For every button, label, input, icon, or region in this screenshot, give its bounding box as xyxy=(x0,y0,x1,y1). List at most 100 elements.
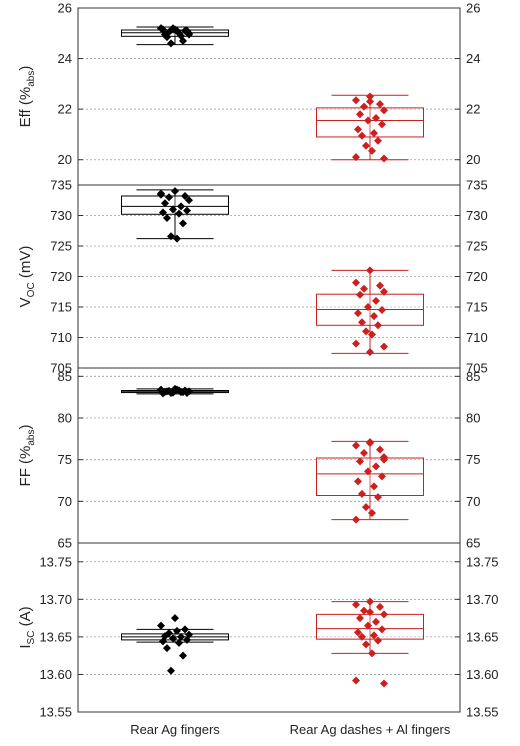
data-point xyxy=(376,445,384,454)
data-point xyxy=(378,306,386,315)
panel-1: 20 20 22 22 24 24 26 26 Eff (%abs) xyxy=(17,1,480,186)
data-point xyxy=(185,196,193,205)
y-tick-label-right: 13.70 xyxy=(466,592,499,607)
y-tick-label-right: 22 xyxy=(466,102,480,117)
data-point xyxy=(352,96,360,105)
data-point xyxy=(183,635,191,644)
box-iqr xyxy=(316,457,424,496)
data-point xyxy=(362,141,370,150)
data-point xyxy=(157,621,165,630)
data-point xyxy=(171,187,179,196)
y-axis-title-sub: abs xyxy=(26,430,37,446)
data-point xyxy=(358,489,366,498)
box-group-2 xyxy=(316,92,424,163)
y-tick-label-left: 13.65 xyxy=(39,629,72,644)
data-point xyxy=(358,131,366,140)
data-point xyxy=(364,116,372,125)
y-tick-label-left: 70 xyxy=(58,494,72,509)
data-point xyxy=(376,281,384,290)
data-point xyxy=(167,389,175,397)
data-point xyxy=(169,24,177,33)
data-point xyxy=(374,636,382,645)
x-axis-category-labels: Rear Ag fingers Rear Ag dashes + Al fing… xyxy=(130,722,451,737)
y-tick-label-right: 725 xyxy=(466,239,488,254)
data-point xyxy=(368,330,376,339)
y-axis-title-main: Eff (% xyxy=(17,87,34,128)
box-iqr xyxy=(121,195,229,215)
data-point xyxy=(364,467,372,476)
y-axis-title: Eff (%abs) xyxy=(17,66,37,128)
y-tick-label-left: 13.75 xyxy=(39,554,72,569)
y-tick-label-right: 13.65 xyxy=(466,629,499,644)
y-axis-title-tail: (mV) xyxy=(17,246,34,283)
data-point xyxy=(364,621,372,630)
data-point xyxy=(370,631,378,640)
y-tick-label-left: 24 xyxy=(58,51,72,66)
data-point xyxy=(366,438,374,447)
data-point xyxy=(354,125,362,134)
data-point xyxy=(356,614,364,623)
data-point xyxy=(358,318,366,327)
y-tick-label-right: 13.75 xyxy=(466,554,499,569)
panel-4: 13.55 13.55 13.60 13.60 13.65 13.65 13.70 13.70… xyxy=(17,542,499,720)
panel-3: 65 65 70 70 75 75 80 80 85 85 FF (%abs) xyxy=(17,367,480,551)
data-point xyxy=(354,477,362,486)
data-point xyxy=(380,106,388,115)
data-point xyxy=(376,100,384,109)
y-tick-label-left: 13.70 xyxy=(39,592,72,607)
data-point xyxy=(380,610,388,619)
data-point xyxy=(372,462,380,471)
y-tick-label-left: 720 xyxy=(50,269,72,284)
data-point xyxy=(352,153,360,162)
data-point xyxy=(378,625,386,634)
y-axis-title: VOC (mV) xyxy=(17,246,37,308)
data-point xyxy=(352,441,360,450)
box-group-1 xyxy=(121,24,229,48)
data-point xyxy=(372,296,380,305)
data-point xyxy=(366,92,374,101)
data-point xyxy=(372,617,380,626)
data-point xyxy=(360,102,368,111)
y-tick-label-left: 705 xyxy=(50,361,72,376)
data-point xyxy=(352,600,360,609)
data-point xyxy=(370,312,378,321)
data-point xyxy=(380,154,388,163)
y-tick-label-right: 730 xyxy=(466,208,488,223)
x-category-label-1: Rear Ag fingers xyxy=(130,722,220,737)
y-tick-label-left: 22 xyxy=(58,102,72,117)
y-tick-label-left: 725 xyxy=(50,239,72,254)
data-point xyxy=(175,638,183,647)
data-point xyxy=(173,626,181,635)
data-point xyxy=(179,36,187,45)
data-point xyxy=(354,309,362,318)
panel-frame xyxy=(77,367,461,544)
y-tick-label-right: 735 xyxy=(466,178,488,193)
data-point xyxy=(177,632,185,641)
data-point xyxy=(163,213,171,222)
data-point xyxy=(370,129,378,138)
data-point xyxy=(362,640,370,649)
data-point xyxy=(159,208,167,217)
data-point xyxy=(360,606,368,615)
data-point xyxy=(352,278,360,287)
y-tick-label-right: 65 xyxy=(466,536,480,551)
y-tick-label-right: 715 xyxy=(466,300,488,315)
y-tick-label-right: 85 xyxy=(466,369,480,384)
data-point xyxy=(354,628,362,637)
data-point xyxy=(167,666,175,675)
data-point xyxy=(179,651,187,660)
y-tick-label-right: 705 xyxy=(466,361,488,376)
data-point xyxy=(362,503,370,512)
y-axis-title-sub: OC xyxy=(26,282,37,297)
data-point xyxy=(360,449,368,457)
y-axis-title-main: V xyxy=(17,297,34,307)
y-tick-label-left: 20 xyxy=(58,152,72,167)
data-point xyxy=(157,190,165,199)
data-point xyxy=(366,608,374,617)
data-point xyxy=(380,455,388,464)
y-axis-title: ISC (A) xyxy=(17,606,37,648)
data-point xyxy=(374,321,382,330)
data-point xyxy=(169,634,177,643)
y-tick-label-right: 13.55 xyxy=(466,705,499,720)
y-axis-title-tail: ) xyxy=(17,425,34,430)
